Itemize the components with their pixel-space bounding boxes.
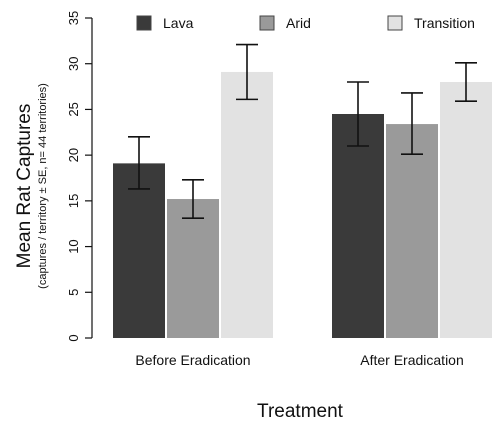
y-tick-label: 20 — [66, 148, 81, 162]
y-axis-subtitle: (captures / territory ± SE, n= 44 territ… — [37, 83, 49, 289]
legend-label-transition: Transition — [414, 15, 475, 31]
bar-transition-1 — [440, 82, 492, 338]
x-axis-title: Treatment — [257, 401, 344, 422]
legend-swatch-lava — [136, 15, 152, 31]
y-ticks: 0 5 10 15 20 25 30 35 — [66, 11, 92, 342]
bar-transition-0 — [221, 71, 273, 338]
legend-swatch-arid — [259, 15, 275, 31]
bars — [113, 71, 492, 338]
legend: Lava Arid Transition — [136, 15, 475, 31]
legend-label-arid: Arid — [286, 15, 311, 31]
error-bars — [128, 43, 477, 220]
category-labels: Before Eradication After Eradication — [135, 352, 463, 368]
bar-arid-1 — [386, 124, 438, 338]
y-tick-label: 35 — [66, 11, 81, 25]
category-label: After Eradication — [360, 352, 464, 368]
bar-lava-0 — [113, 163, 165, 338]
bar-arid-0 — [167, 199, 219, 338]
y-axis: 0 5 10 15 20 25 30 35 — [66, 11, 93, 342]
y-tick-label: 30 — [66, 56, 81, 70]
category-label: Before Eradication — [135, 352, 250, 368]
y-tick-label: 5 — [66, 289, 81, 296]
y-tick-label: 10 — [66, 239, 81, 253]
legend-swatch-transition — [387, 15, 403, 31]
bar-lava-1 — [332, 114, 384, 338]
y-tick-label: 0 — [66, 334, 81, 341]
legend-label-lava: Lava — [163, 15, 194, 31]
y-tick-label: 25 — [66, 102, 81, 116]
y-tick-label: 15 — [66, 194, 81, 208]
y-axis-title: Mean Rat Captures — [14, 104, 35, 269]
